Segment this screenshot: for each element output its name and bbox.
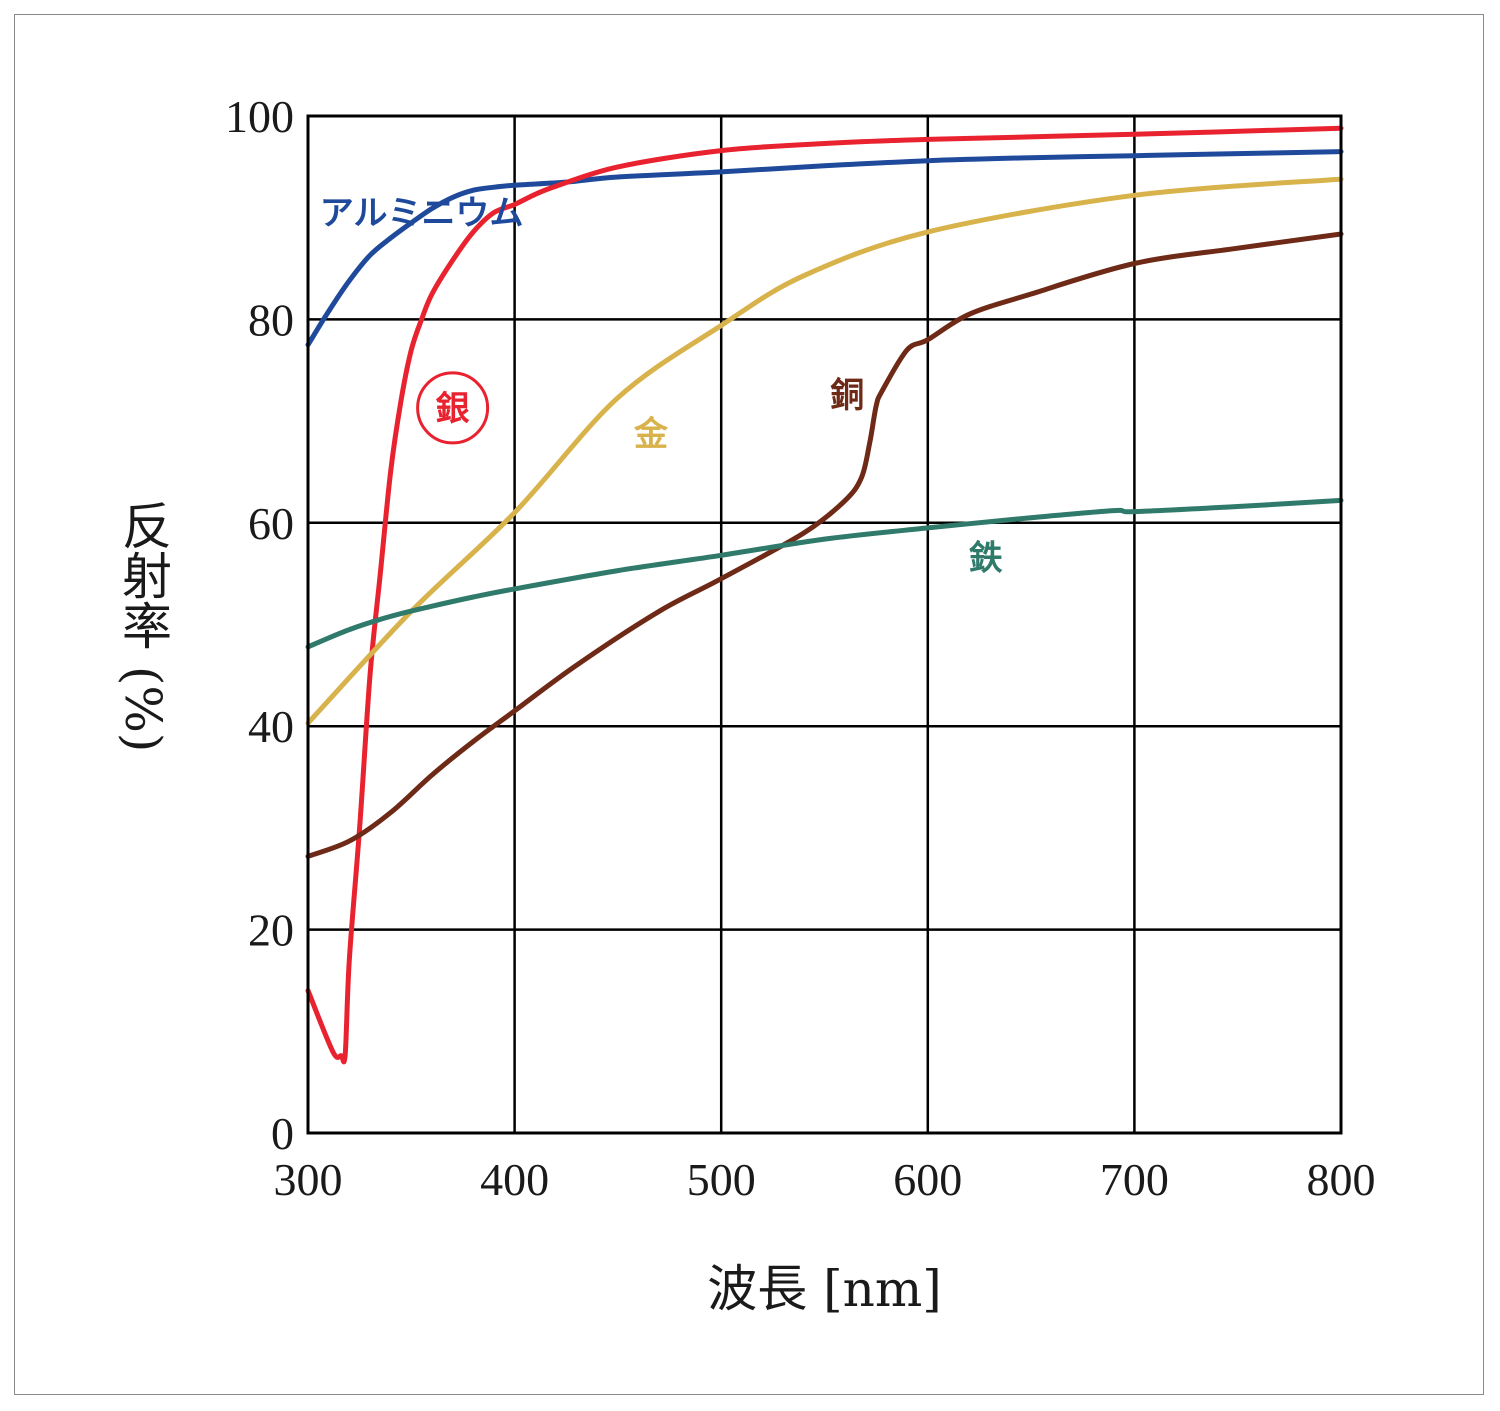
y-tick-label: 80 — [248, 294, 294, 345]
plot-border — [306, 114, 1343, 1135]
x-tick-label: 600 — [893, 1154, 962, 1205]
series-line-0 — [305, 149, 1344, 348]
series-label-circle — [416, 371, 490, 445]
x-axis-title: 波長 [nm] — [707, 1260, 942, 1318]
series-label-4: 鉄 — [969, 538, 1003, 578]
y-tick-label: 40 — [248, 701, 294, 752]
series-line-3 — [305, 231, 1344, 859]
series-line-1 — [305, 125, 1344, 1065]
series-layer — [305, 125, 1344, 1065]
series-label-2: 金 — [633, 414, 669, 454]
x-tick-label: 700 — [1100, 1154, 1169, 1205]
tick-labels: 300 400 500 600 700 800 0 20 40 60 80 100 — [225, 91, 1376, 1205]
series-line-2 — [305, 176, 1344, 726]
x-tick-label: 400 — [480, 1154, 549, 1205]
y-tick-label: 20 — [248, 905, 294, 956]
x-tick-label: 800 — [1307, 1154, 1376, 1205]
y-tick-label: 0 — [271, 1108, 294, 1159]
y-tick-label: 100 — [225, 91, 294, 142]
x-tick-label: 500 — [687, 1154, 756, 1205]
y-tick-label: 60 — [248, 498, 294, 549]
chart-frame — [14, 14, 1484, 1395]
series-line-4 — [305, 497, 1344, 650]
series-label-0: アルミニウム — [320, 194, 524, 234]
y-axis-title: 反射率 (%) — [114, 500, 172, 753]
series-label-1: 銀 — [436, 389, 470, 429]
x-tick-label: 300 — [274, 1154, 343, 1205]
series-label-3: 銅 — [830, 376, 864, 416]
